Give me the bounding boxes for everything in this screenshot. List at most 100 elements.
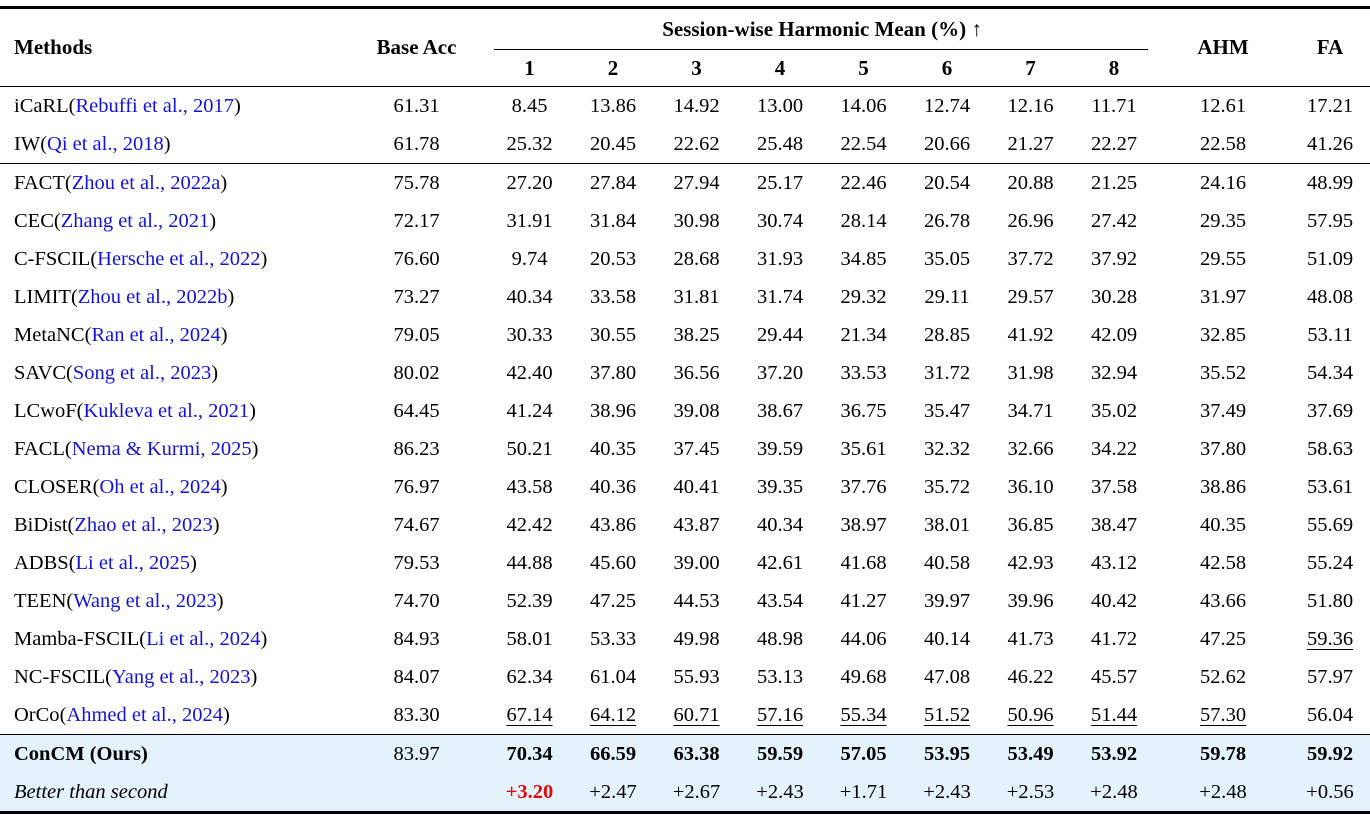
session-7-cell: 34.71 xyxy=(1007,399,1054,422)
base-acc-cell: 80.02 xyxy=(393,361,440,384)
paren-close: ) xyxy=(250,665,258,688)
base-acc-cell: 72.17 xyxy=(393,209,440,232)
session-4-cell: 13.00 xyxy=(756,94,804,117)
session-5-cell: 35.61 xyxy=(840,437,887,460)
citation-link[interactable]: Li et al., 2025 xyxy=(75,551,190,574)
session-6-cell: 53.95 xyxy=(905,734,989,773)
method-cell: Better than second xyxy=(0,773,345,813)
session-5-cell: 22.46 xyxy=(822,163,905,202)
session-6-cell: 40.14 xyxy=(923,627,971,650)
paren-open: ( xyxy=(66,361,73,384)
session-8-cell: 42.09 xyxy=(1090,323,1138,346)
citation-link[interactable]: Rebuffi et al., 2017 xyxy=(75,94,234,117)
session-3-cell: 28.68 xyxy=(673,247,720,270)
session-1-cell: 31.91 xyxy=(506,209,553,232)
session-2-cell: 13.86 xyxy=(589,94,637,117)
citation-link[interactable]: Li et al., 2024 xyxy=(146,627,261,650)
base-acc-cell: 76.97 xyxy=(393,475,440,498)
method-name: BiDist xyxy=(14,513,68,536)
paren-open: ( xyxy=(76,399,84,422)
session-1-cell: 8.45 xyxy=(511,94,548,117)
fa-cell: 56.04 xyxy=(1306,703,1354,726)
session-1-cell: 52.39 xyxy=(506,589,553,612)
session-1-cell: 50.21 xyxy=(506,437,553,460)
base-acc-cell: 83.97 xyxy=(345,734,488,773)
col-header-session-3: 3 xyxy=(655,50,738,87)
session-1-cell: 44.88 xyxy=(506,551,553,574)
paren-close: ) xyxy=(249,399,256,422)
ahm-cell: 31.97 xyxy=(1199,285,1247,308)
method-name: FACL xyxy=(14,437,65,460)
session-5-cell: 29.32 xyxy=(840,285,887,308)
session-8-cell: 21.25 xyxy=(1072,163,1157,202)
paren-open: ( xyxy=(59,703,67,726)
citation-link[interactable]: Oh et al., 2024 xyxy=(99,475,221,498)
citation-link[interactable]: Ahmed et al., 2024 xyxy=(66,703,223,726)
col-header-session-2: 2 xyxy=(571,50,655,87)
table-row: NC-FSCIL(Yang et al., 2023) 84.07 62.34 61.… xyxy=(0,658,1370,696)
citation-link[interactable]: Zhou et al., 2022b xyxy=(77,285,228,308)
session-1-cell: 42.42 xyxy=(506,513,553,536)
citation-link[interactable]: Zhao et al., 2023 xyxy=(74,513,213,536)
table-row: IW(Qi et al., 2018) 61.78 25.32 20.45 22.62 2… xyxy=(0,125,1370,164)
session-5-cell: 21.34 xyxy=(840,323,887,346)
session-7-cell: 32.66 xyxy=(1007,437,1054,460)
method-cell: FACL(Nema & Kurmi, 2025) xyxy=(0,430,345,468)
paren-close: ) xyxy=(212,513,220,536)
citation-link[interactable]: Yang et al., 2023 xyxy=(111,665,251,688)
paren-open: ( xyxy=(53,209,61,232)
base-acc-cell: 74.67 xyxy=(393,513,440,536)
fa-cell: 57.95 xyxy=(1306,209,1354,232)
table-row: LCwoF(Kukleva et al., 2021) 64.45 41.24 38.… xyxy=(0,392,1370,430)
session-6-cell: 31.72 xyxy=(923,361,971,384)
session-4-cell: 37.20 xyxy=(756,361,804,384)
session-8-cell: 45.57 xyxy=(1090,665,1138,688)
method-cell: CLOSER(Oh et al., 2024) xyxy=(0,468,345,506)
session-8-cell: 22.27 xyxy=(1090,132,1138,155)
session-5-cell: 57.05 xyxy=(822,734,905,773)
session-2-cell: 53.33 xyxy=(589,627,637,650)
table-header: Methods Base Acc Session-wise Harmonic M… xyxy=(0,7,1370,87)
citation-link[interactable]: Qi et al., 2018 xyxy=(47,132,164,155)
method-name: CEC xyxy=(14,209,54,232)
session-6-cell: 26.78 xyxy=(923,209,971,232)
session-2-cell: 61.04 xyxy=(589,665,637,688)
citation-link[interactable]: Nema & Kurmi, 2025 xyxy=(71,437,252,460)
table-row: CEC(Zhang et al., 2021) 72.17 31.91 31.84 30… xyxy=(0,202,1370,240)
session-7-cell: 36.10 xyxy=(1007,475,1054,498)
session-8-cell: 51.44 xyxy=(1090,703,1138,726)
session-8-cell: 41.72 xyxy=(1090,627,1138,650)
table-body: iCaRL(Rebuffi et al., 2017) 61.31 8.45 13.8… xyxy=(0,87,1370,813)
citation-link[interactable]: Zhang et al., 2021 xyxy=(60,209,210,232)
ahm-cell: 42.58 xyxy=(1199,551,1247,574)
session-4-cell: 29.44 xyxy=(756,323,804,346)
method-cell: iCaRL(Rebuffi et al., 2017) xyxy=(0,87,345,126)
base-acc-cell: 64.45 xyxy=(393,399,440,422)
session-2-cell: 43.86 xyxy=(589,513,637,536)
session-6-cell: 35.47 xyxy=(923,399,971,422)
session-4-cell: 25.17 xyxy=(738,163,822,202)
citation-link[interactable]: Ran et al., 2024 xyxy=(91,323,221,346)
citation-link[interactable]: Wang et al., 2023 xyxy=(73,589,217,612)
session-1-cell: 42.40 xyxy=(506,361,553,384)
session-1-cell: +3.20 xyxy=(505,780,554,803)
method-name: LCwoF xyxy=(14,399,77,422)
paren-close: ) xyxy=(260,627,268,650)
fa-cell: 53.11 xyxy=(1307,323,1353,346)
session-8-cell: 27.42 xyxy=(1090,209,1138,232)
session-3-cell: +2.67 xyxy=(672,780,721,803)
session-7-cell: +2.53 xyxy=(1006,780,1055,803)
citation-link[interactable]: Zhou et al., 2022a xyxy=(71,171,221,194)
session-5-cell: 36.75 xyxy=(840,399,887,422)
paren-open: ( xyxy=(92,475,100,498)
session-7-cell: 12.16 xyxy=(1007,94,1054,117)
ahm-cell: 29.55 xyxy=(1199,247,1247,270)
citation-link[interactable]: Kukleva et al., 2021 xyxy=(83,399,250,422)
session-5-cell: 34.85 xyxy=(840,247,887,270)
base-acc-cell: 84.07 xyxy=(393,665,440,688)
citation-link[interactable]: Hersche et al., 2022 xyxy=(97,247,261,270)
citation-link[interactable]: Song et al., 2023 xyxy=(72,361,212,384)
session-1-cell: 30.33 xyxy=(506,323,553,346)
session-8-cell: 53.92 xyxy=(1072,734,1157,773)
